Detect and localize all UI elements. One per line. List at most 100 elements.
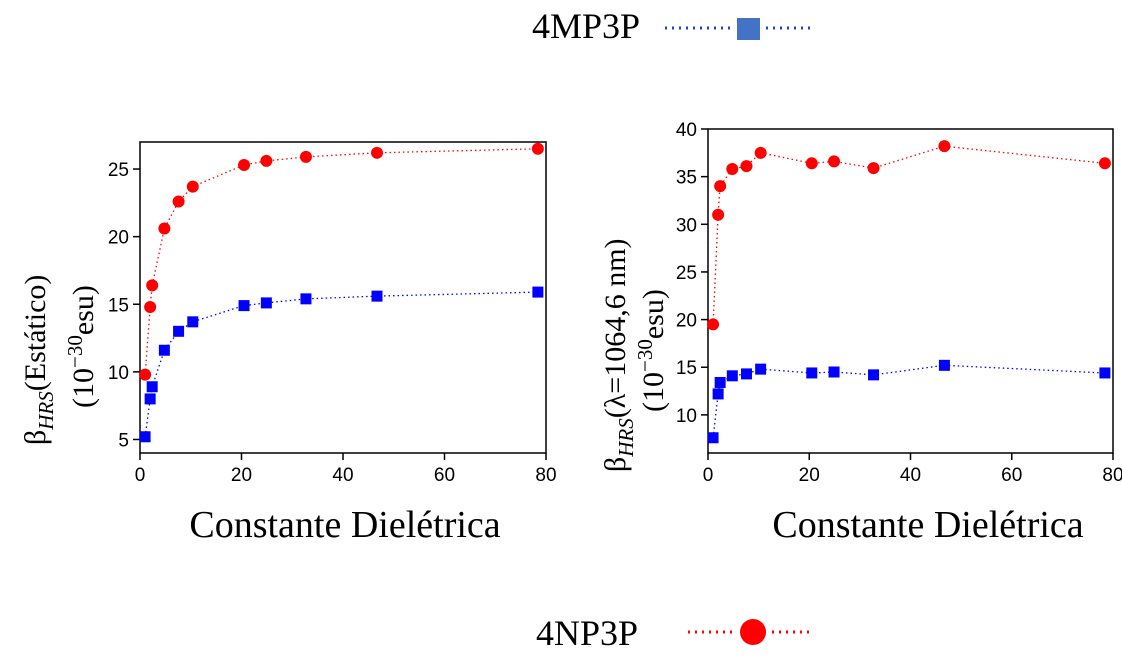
chart-right-x-tick-label: 40: [900, 465, 921, 486]
chart-right-point-4mp3p: [1099, 367, 1111, 379]
chart-right-y-tick-label: 25: [676, 263, 697, 284]
chart-left-point-4mp3p: [238, 300, 250, 312]
chart-right-point-4mp3p: [868, 369, 880, 381]
chart-left-point-4np3p: [238, 158, 251, 171]
chart-left-y-tick-label: 10: [108, 363, 129, 384]
chart-left-y-axis-label-sub: HRS: [34, 391, 58, 431]
chart-left-plot-frame: [139, 141, 547, 454]
chart-left-point-4mp3p: [187, 316, 199, 328]
legend-bottom-circle-marker-icon: [688, 619, 812, 645]
chart-right: βHRS(λ=1064,6 nm) (10−30esu) Constante D…: [599, 120, 1122, 546]
chart-right-y-tick-label: 30: [676, 215, 697, 236]
chart-left-series-line-4mp3p: [144, 291, 538, 437]
chart-left-point-4np3p: [186, 180, 199, 193]
chart-left-point-4mp3p: [371, 290, 383, 302]
chart-right-x-tick-label: 0: [703, 465, 714, 486]
chart-left-y-axis-label-exponent: −30: [63, 335, 87, 368]
chart-right-point-4mp3p: [726, 370, 738, 382]
chart-left: βHRS(Estático) (10−30esu) Constante Diel…: [19, 141, 557, 546]
chart-left-point-4mp3p: [158, 344, 170, 356]
chart-right-point-4np3p: [740, 160, 753, 173]
chart-right-y-axis-label-post: esu): [637, 289, 670, 339]
chart-right-y-axis-label-exponent: −30: [633, 339, 657, 372]
chart-left-point-4np3p: [260, 154, 273, 167]
chart-left-point-4mp3p: [146, 381, 158, 393]
chart-left-y-axis-label-line1: βHRS(Estático): [19, 275, 58, 445]
chart-right-point-4mp3p: [707, 432, 719, 444]
chart-right-point-4np3p: [726, 163, 739, 176]
chart-right-point-4mp3p: [712, 388, 724, 400]
chart-left-x-tick-label: 80: [535, 465, 556, 486]
chart-right-series-line-4mp3p: [712, 364, 1105, 438]
chart-left-point-4np3p: [158, 222, 171, 235]
legend-top-square-marker-icon: [665, 18, 812, 40]
chart-left-point-4mp3p: [173, 325, 185, 337]
chart-right-y-axis-label-pre: (10: [637, 372, 670, 412]
chart-left-point-4mp3p: [144, 393, 156, 405]
chart-left-point-4np3p: [172, 195, 185, 208]
chart-right-point-4mp3p: [806, 367, 818, 379]
chart-left-x-tick-label: 20: [231, 465, 252, 486]
chart-left-point-4mp3p: [260, 297, 272, 309]
chart-right-series-line-4np3p: [712, 145, 1105, 325]
chart-left-y-axis-label-rest: (Estático): [19, 275, 52, 392]
chart-right-point-4mp3p: [828, 366, 840, 378]
legend-top-label: 4MP3P: [532, 6, 640, 46]
legend-bottom-label: 4NP3P: [536, 613, 638, 653]
chart-left-y-tick-label: 5: [118, 430, 129, 451]
chart-right-plot-frame: [707, 128, 1114, 454]
chart-left-y-axis-label-line2: (10−30esu): [63, 285, 100, 408]
chart-right-point-4np3p: [714, 180, 727, 193]
chart-right-y-axis-label-rest: (λ=1064,6 nm): [599, 238, 632, 418]
chart-left-point-4mp3p: [139, 431, 151, 443]
chart-right-point-4np3p: [754, 146, 767, 159]
chart-right-x-tick-label: 80: [1102, 465, 1122, 486]
chart-right-point-4np3p: [805, 157, 818, 170]
legend-bottom: 4NP3P: [536, 613, 812, 653]
chart-right-y-axis-label-sub: HRS: [614, 418, 638, 458]
chart-right-point-4mp3p: [938, 359, 950, 371]
chart-right-y-tick-label: 15: [676, 358, 697, 379]
chart-left-y-tick-label: 15: [108, 295, 129, 316]
chart-right-y-tick-label: 20: [676, 311, 697, 332]
chart-right-y-tick-label: 40: [676, 120, 697, 141]
chart-left-y-tick-label: 20: [108, 228, 129, 249]
chart-left-x-tick-label: 40: [332, 465, 353, 486]
chart-left-x-tick-label: 60: [434, 465, 455, 486]
chart-right-point-4np3p: [707, 318, 720, 331]
chart-left-point-4np3p: [139, 368, 152, 381]
legend-top: 4MP3P: [532, 6, 812, 46]
chart-right-x-tick-label: 60: [1001, 465, 1022, 486]
chart-right-point-4mp3p: [714, 376, 726, 388]
chart-left-point-4np3p: [146, 279, 159, 292]
chart-right-point-4np3p: [828, 155, 841, 168]
chart-right-point-4np3p: [712, 208, 725, 221]
chart-right-point-4np3p: [867, 162, 880, 175]
chart-left-y-axis-label-pre: (10: [67, 368, 100, 408]
chart-left-point-4mp3p: [532, 286, 544, 298]
chart-right-y-tick-label: 35: [676, 168, 697, 189]
chart-left-x-tick-label: 0: [135, 465, 146, 486]
chart-right-point-4np3p: [938, 140, 951, 153]
chart-left-point-4np3p: [371, 146, 384, 159]
chart-left-point-4np3p: [299, 150, 312, 163]
chart-left-y-axis-label: βHRS(Estático) (10−30esu): [19, 275, 100, 445]
chart-left-point-4np3p: [531, 142, 544, 155]
chart-left-y-axis-label-post: esu): [67, 285, 100, 335]
chart-right-y-axis-label-line2: (10−30esu): [633, 289, 670, 412]
chart-right-y-axis-label-beta: β: [599, 457, 632, 472]
chart-right-x-axis-label: Constante Dielétrica: [772, 504, 1083, 546]
chart-right-y-axis-label-line1: βHRS(λ=1064,6 nm): [599, 238, 638, 472]
chart-left-y-tick-label: 25: [108, 160, 129, 181]
chart-right-point-4mp3p: [755, 363, 767, 375]
chart-left-y-axis-label-beta: β: [19, 430, 52, 445]
chart-right-y-axis-label: βHRS(λ=1064,6 nm) (10−30esu): [599, 238, 670, 472]
chart-right-y-tick-label: 10: [676, 406, 697, 427]
chart-right-point-4np3p: [1098, 157, 1111, 170]
chart-right-point-4mp3p: [740, 368, 752, 380]
chart-right-x-tick-label: 20: [799, 465, 820, 486]
chart-left-series-line-4np3p: [144, 148, 538, 375]
chart-left-point-4mp3p: [300, 293, 312, 305]
chart-left-x-axis-label: Constante Dielétrica: [189, 504, 500, 546]
